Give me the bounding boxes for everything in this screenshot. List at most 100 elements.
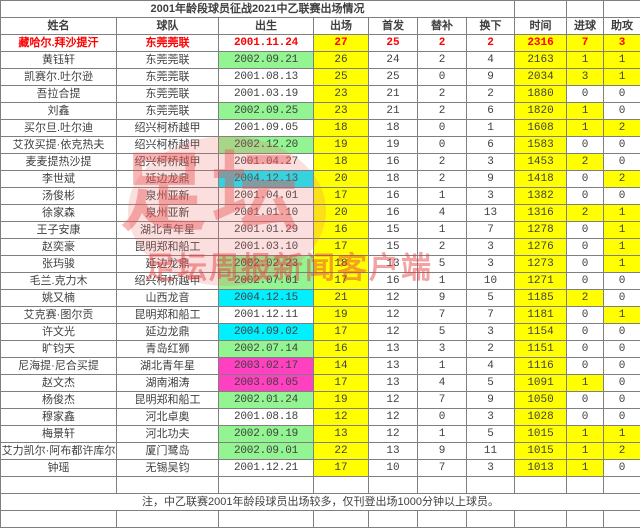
cell-starts: 13 <box>369 341 418 358</box>
spacer-cell-7 <box>467 477 515 494</box>
column-header-apps[interactable]: 出场 <box>314 18 369 35</box>
cell-starts: 16 <box>369 154 418 171</box>
cell-apps: 20 <box>314 205 369 222</box>
cell-starts: 12 <box>369 324 418 341</box>
cell-starts: 12 <box>369 392 418 409</box>
cell-goals: 0 <box>567 358 604 375</box>
cell-goals: 0 <box>567 307 604 324</box>
cell-sub_in: 7 <box>418 460 467 477</box>
cell-minutes: 2316 <box>515 35 567 52</box>
cell-assists: 0 <box>604 341 640 358</box>
cell-name: 赵文杰 <box>1 375 117 392</box>
cell-team: 湖北青年星 <box>117 222 219 239</box>
spacer-row <box>1 477 640 494</box>
cell-sub_out: 9 <box>467 69 515 86</box>
cell-goals: 1 <box>567 426 604 443</box>
cell-assists: 0 <box>604 137 640 154</box>
column-header-birth[interactable]: 出生 <box>219 18 314 35</box>
cell-name: 许文光 <box>1 324 117 341</box>
column-header-sub-out[interactable]: 换下 <box>467 18 515 35</box>
cell-minutes: 1316 <box>515 205 567 222</box>
cell-sub_in: 1 <box>418 358 467 375</box>
cell-goals: 3 <box>567 69 604 86</box>
bottom-spacer-cell-8 <box>515 511 567 528</box>
cell-sub_in: 2 <box>418 154 467 171</box>
column-header-goals[interactable]: 进球 <box>567 18 604 35</box>
cell-starts: 12 <box>369 426 418 443</box>
cell-name: 梅景轩 <box>1 426 117 443</box>
page-title: 2001年龄段球员征战2021中乙联赛出场情况 <box>1 1 515 18</box>
cell-sub_out: 3 <box>467 409 515 426</box>
column-header-team[interactable]: 球队 <box>117 18 219 35</box>
column-header-starts[interactable]: 首发 <box>369 18 418 35</box>
cell-starts: 13 <box>369 358 418 375</box>
cell-team: 昆明郑和船工 <box>117 239 219 256</box>
cell-minutes: 1116 <box>515 358 567 375</box>
cell-starts: 13 <box>369 375 418 392</box>
cell-team: 绍兴柯桥越甲 <box>117 137 219 154</box>
cell-starts: 12 <box>369 290 418 307</box>
cell-apps: 21 <box>314 290 369 307</box>
cell-apps: 16 <box>314 341 369 358</box>
cell-team: 东莞莞联 <box>117 52 219 69</box>
cell-team: 无锡吴钧 <box>117 460 219 477</box>
bottom-spacer-cell-9 <box>567 511 604 528</box>
cell-name: 藏哈尔.拜沙提汗 <box>1 35 117 52</box>
cell-sub_out: 2 <box>467 341 515 358</box>
cell-sub_out: 3 <box>467 256 515 273</box>
cell-minutes: 1050 <box>515 392 567 409</box>
cell-team: 湖北青年星 <box>117 358 219 375</box>
cell-goals: 2 <box>567 154 604 171</box>
cell-minutes: 1276 <box>515 239 567 256</box>
cell-apps: 17 <box>314 375 369 392</box>
cell-goals: 0 <box>567 409 604 426</box>
cell-team: 东莞莞联 <box>117 103 219 120</box>
cell-birth: 2001.01.10 <box>219 205 314 222</box>
cell-sub_in: 4 <box>418 205 467 222</box>
cell-goals: 0 <box>567 324 604 341</box>
cell-apps: 17 <box>314 188 369 205</box>
cell-team: 泉州亚新 <box>117 188 219 205</box>
cell-assists: 0 <box>604 273 640 290</box>
cell-assists: 1 <box>604 69 640 86</box>
cell-minutes: 1028 <box>515 409 567 426</box>
cell-sub_in: 7 <box>418 307 467 324</box>
cell-assists: 0 <box>604 188 640 205</box>
cell-apps: 16 <box>314 222 369 239</box>
cell-minutes: 1185 <box>515 290 567 307</box>
cell-sub_in: 1 <box>418 273 467 290</box>
cell-sub_out: 7 <box>467 222 515 239</box>
cell-birth: 2001.12.11 <box>219 307 314 324</box>
cell-minutes: 1154 <box>515 324 567 341</box>
column-header-name[interactable]: 姓名 <box>1 18 117 35</box>
cell-starts: 12 <box>369 307 418 324</box>
column-header-assists[interactable]: 助攻 <box>604 18 640 35</box>
cell-team: 河北功夫 <box>117 426 219 443</box>
cell-starts: 25 <box>369 35 418 52</box>
cell-birth: 2004.12.13 <box>219 171 314 188</box>
cell-minutes: 1181 <box>515 307 567 324</box>
column-header-sub-in[interactable]: 替补 <box>418 18 467 35</box>
cell-sub_out: 13 <box>467 205 515 222</box>
column-header-minutes[interactable]: 时间 <box>515 18 567 35</box>
cell-birth: 2002.07.01 <box>219 273 314 290</box>
spacer-cell-5 <box>369 477 418 494</box>
cell-starts: 10 <box>369 460 418 477</box>
cell-name: 王子安康 <box>1 222 117 239</box>
cell-assists: 0 <box>604 290 640 307</box>
cell-sub_out: 3 <box>467 239 515 256</box>
cell-assists: 0 <box>604 86 640 103</box>
cell-sub_in: 4 <box>418 375 467 392</box>
cell-birth: 2002.09.21 <box>219 52 314 69</box>
cell-sub_in: 9 <box>418 290 467 307</box>
bottom-spacer-cell-10 <box>604 511 640 528</box>
cell-sub_in: 2 <box>418 86 467 103</box>
cell-apps: 19 <box>314 137 369 154</box>
cell-starts: 18 <box>369 171 418 188</box>
